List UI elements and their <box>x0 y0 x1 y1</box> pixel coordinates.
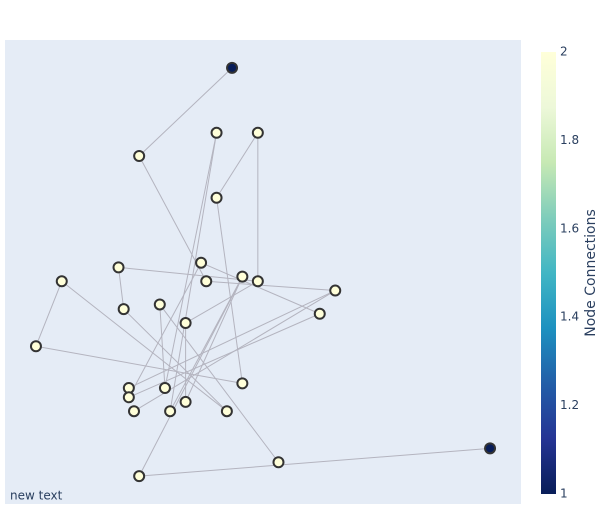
plot-area <box>5 40 521 504</box>
node <box>251 126 264 139</box>
edge <box>164 132 218 389</box>
node <box>55 275 68 288</box>
node <box>210 191 223 204</box>
node <box>200 275 213 288</box>
node <box>195 256 208 269</box>
edge <box>118 266 258 282</box>
colorbar-tick-label: 1 <box>560 487 568 501</box>
colorbar-tick-label: 2 <box>560 45 568 59</box>
edge <box>185 276 243 403</box>
colorbar <box>541 52 556 494</box>
colorbar-tick-label: 1.2 <box>560 398 579 412</box>
node <box>329 284 342 297</box>
edge <box>185 280 259 324</box>
node <box>128 405 140 418</box>
node <box>179 395 192 408</box>
edge <box>35 281 63 347</box>
edge <box>138 276 243 477</box>
edge <box>118 267 125 310</box>
edge <box>159 304 166 389</box>
colorbar-tick-label: 1.8 <box>560 133 579 147</box>
node <box>133 150 146 162</box>
edge <box>159 304 279 463</box>
edge <box>128 313 320 398</box>
node <box>153 298 166 311</box>
annotation: new text <box>10 489 63 503</box>
node <box>251 275 264 288</box>
edge <box>35 345 243 384</box>
node <box>313 307 326 320</box>
node <box>158 382 171 394</box>
node <box>164 405 177 418</box>
node <box>484 442 497 455</box>
node <box>133 470 146 483</box>
edge <box>139 447 491 477</box>
node <box>122 391 135 404</box>
node <box>272 456 285 469</box>
node <box>179 317 192 330</box>
edge <box>128 290 336 389</box>
node <box>236 270 249 283</box>
edge <box>138 67 233 157</box>
node <box>112 261 125 274</box>
edge <box>200 262 320 315</box>
edge <box>61 280 228 412</box>
node <box>220 405 233 418</box>
node <box>226 61 239 74</box>
node <box>236 377 249 390</box>
edge <box>128 262 202 398</box>
edge <box>216 132 259 199</box>
node <box>117 303 130 316</box>
edge <box>123 308 228 412</box>
edge <box>169 276 243 412</box>
node <box>29 340 42 353</box>
edge <box>216 197 243 384</box>
colorbar-tick-label: 1.4 <box>560 310 579 324</box>
colorbar-title: Node Connections <box>583 209 599 337</box>
node <box>210 126 223 139</box>
colorbar-tick-label: 1.6 <box>560 221 579 235</box>
edge <box>206 280 336 292</box>
